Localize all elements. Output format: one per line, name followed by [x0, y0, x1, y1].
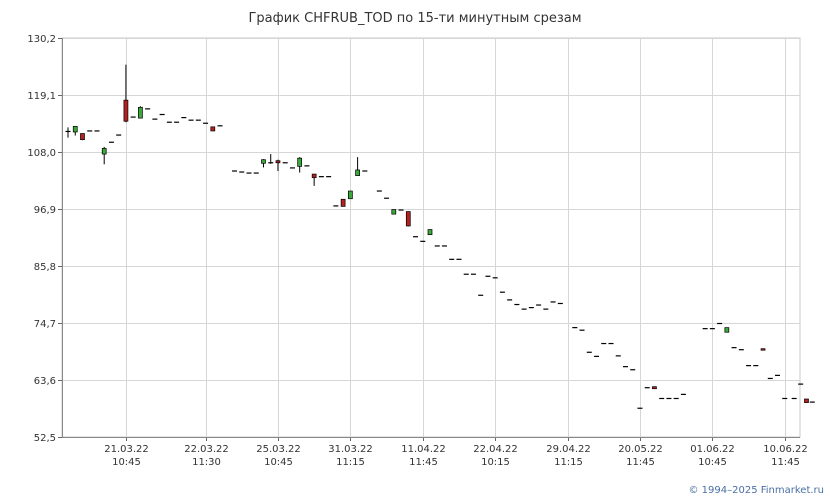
- x-axis: 21.03.22 10:45 22.03.22 11:30 25.03.22 10:45 3…: [62, 437, 808, 468]
- candle-body: [348, 190, 353, 200]
- x-tick-label-time: 11:30: [192, 457, 221, 468]
- plot-frame: [61, 37, 801, 438]
- y-tick-label: 119,1: [27, 91, 56, 102]
- x-tick-label-time: 11:15: [336, 457, 365, 468]
- candle: [268, 154, 274, 164]
- x-tick-label-date: 11.04.22: [401, 444, 446, 455]
- y-tick-label: 85,8: [34, 262, 56, 273]
- y-tick-label: 63,6: [34, 376, 56, 387]
- y-tick-label: 130,2: [27, 34, 56, 45]
- x-tick-label-date: 20.05.22: [618, 444, 663, 455]
- x-tick-label-time: 11:45: [409, 457, 438, 468]
- candle-body: [297, 157, 303, 167]
- y-tick-label: 96,9: [34, 205, 56, 216]
- candle-body: [80, 133, 85, 141]
- candle-body: [311, 173, 317, 179]
- candle-body: [101, 148, 107, 155]
- candle-body: [210, 126, 216, 132]
- chart-grid: [61, 37, 801, 438]
- x-tick-label-time: 10:45: [112, 457, 141, 468]
- x-tick-label-time: 10:15: [481, 457, 510, 468]
- candle-body: [138, 106, 143, 119]
- candle: [72, 125, 78, 136]
- candle: [348, 190, 353, 200]
- candles-layer: [65, 64, 815, 409]
- x-tick-label-date: 01.06.22: [690, 444, 735, 455]
- candle-body: [804, 398, 809, 403]
- x-tick-label-date: 21.03.22: [104, 444, 149, 455]
- candle-body: [275, 160, 281, 164]
- candle-body: [340, 198, 346, 207]
- candle: [297, 157, 303, 173]
- candle-body: [123, 99, 129, 122]
- candle: [355, 157, 360, 176]
- x-tick-label-date: 29.04.22: [546, 444, 591, 455]
- copyright-text: © 1994–2025 Finmarket.ru: [688, 485, 824, 496]
- candle: [275, 159, 281, 171]
- candle: [724, 327, 730, 333]
- x-tick-label-time: 11:45: [626, 457, 655, 468]
- y-tick-label: 74,7: [34, 319, 56, 330]
- candle: [123, 64, 129, 123]
- y-tick-label: 108,0: [27, 148, 56, 159]
- candle: [210, 126, 216, 132]
- candle-body: [427, 229, 433, 236]
- candle-body: [355, 169, 360, 176]
- x-tick-label-time: 11:15: [554, 457, 583, 468]
- x-tick-label-time: 10:45: [698, 457, 727, 468]
- candle: [652, 386, 657, 390]
- candle: [340, 198, 346, 207]
- candle-body: [72, 125, 78, 133]
- y-axis: 52,5 63,6 74,7 85,8 96,9 108,0 119,1 130,2: [27, 34, 63, 444]
- candle: [391, 209, 397, 215]
- candle-body: [724, 327, 730, 333]
- candle: [261, 159, 266, 168]
- y-tick-label: 52,5: [34, 433, 56, 444]
- candle: [80, 133, 85, 141]
- chart-title: График CHFRUB_TOD по 15-ти минутным срез…: [248, 11, 582, 26]
- candle: [138, 106, 143, 119]
- candle: [760, 348, 766, 351]
- x-tick-label-date: 22.04.22: [473, 444, 518, 455]
- x-tick-label-time: 10:45: [264, 457, 293, 468]
- candle-body: [391, 209, 397, 215]
- candle-body: [405, 211, 411, 227]
- candle-body: [760, 348, 766, 351]
- x-tick-label-date: 22.03.22: [184, 444, 229, 455]
- candle: [804, 398, 809, 403]
- candle-body: [652, 386, 657, 390]
- x-tick-label-date: 31.03.22: [328, 444, 373, 455]
- candle: [101, 146, 107, 165]
- x-tick-label-date: 10.06.22: [763, 444, 808, 455]
- candle: [405, 211, 411, 227]
- candle: [65, 127, 71, 138]
- x-tick-label-date: 25.03.22: [256, 444, 301, 455]
- candle-body: [261, 159, 266, 164]
- candle: [311, 173, 317, 186]
- candle: [427, 229, 433, 236]
- x-tick-label-time: 11:45: [771, 457, 800, 468]
